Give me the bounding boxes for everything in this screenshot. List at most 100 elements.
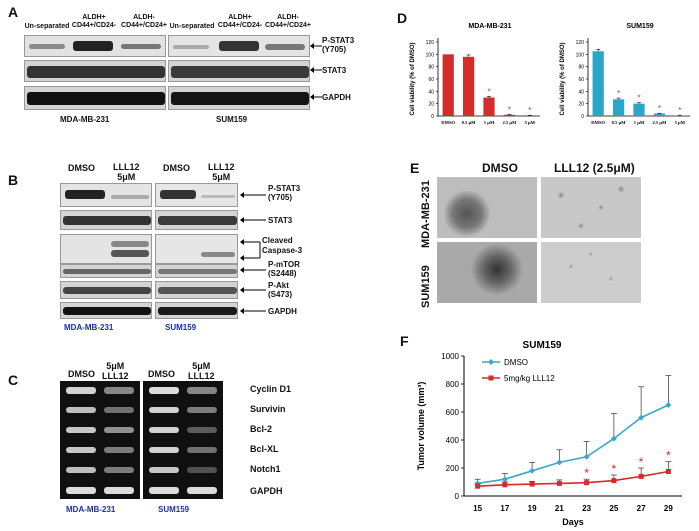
bar bbox=[442, 54, 454, 116]
y-tick-label: 80 bbox=[428, 65, 434, 71]
bar bbox=[483, 97, 495, 116]
data-point bbox=[501, 476, 508, 483]
gene-label: Cyclin D1 bbox=[250, 384, 292, 394]
legend-marker bbox=[488, 359, 494, 365]
cell-line-label: MDA-MB-231 bbox=[60, 115, 110, 124]
lane-label: DMSO bbox=[148, 369, 175, 379]
y-tick-label: 20 bbox=[578, 102, 584, 108]
y-tick-label: 40 bbox=[428, 89, 434, 95]
x-tick-label: 21 bbox=[555, 504, 564, 513]
lane-label: Un-separated bbox=[169, 23, 215, 30]
x-tick-label: 29 bbox=[664, 504, 673, 513]
x-tick-label: 2.5 μM bbox=[502, 120, 516, 125]
y-tick-label: 0 bbox=[431, 114, 434, 120]
lane-label: LLL12 5μM bbox=[113, 162, 140, 182]
western-blot-b-mtor-sum bbox=[155, 264, 238, 278]
gene-label: Bcl-2 bbox=[250, 424, 273, 434]
x-tick-label: 25 bbox=[609, 504, 618, 513]
western-blot-b-gapdh-mda bbox=[60, 302, 152, 319]
y-tick-label: 120 bbox=[576, 40, 585, 46]
data-point bbox=[556, 480, 562, 486]
y-tick-label: 100 bbox=[426, 52, 435, 58]
micrograph-sum-dmso bbox=[437, 242, 537, 303]
bar bbox=[612, 99, 625, 116]
legend-marker bbox=[488, 375, 494, 381]
x-tick-label: 1 μM bbox=[484, 120, 495, 125]
x-tick-label: 27 bbox=[637, 504, 646, 513]
bar bbox=[524, 115, 536, 116]
lane-label: ALDH- CD44+/CD24+ bbox=[265, 14, 311, 29]
rt-pcr-gel-mda bbox=[60, 381, 140, 499]
lane-label: Un-separated bbox=[24, 23, 70, 30]
data-point bbox=[665, 469, 671, 474]
protein-label: GAPDH bbox=[268, 307, 297, 316]
data-point bbox=[638, 414, 645, 421]
x-tick-label: 23 bbox=[582, 504, 591, 513]
y-axis-label: Cell viability (% of DMSO) bbox=[560, 42, 566, 115]
column-header: DMSO bbox=[482, 161, 518, 175]
protein-label: Cleaved Caspase-3 bbox=[262, 236, 303, 255]
western-blot-b-pstat3-mda bbox=[60, 183, 152, 207]
protein-label: P-Akt (S473) bbox=[268, 281, 293, 299]
x-tick-label: 5 μM bbox=[525, 120, 536, 125]
row-header: MDA-MB-231 bbox=[420, 180, 432, 248]
western-blot-stat3-mda bbox=[24, 60, 166, 82]
significance-star: * bbox=[617, 89, 620, 98]
western-blot-b-akt-mda bbox=[60, 281, 152, 299]
arrow-icon bbox=[310, 43, 322, 100]
line-chart-tumor: SUM159 0 200 400 600 800 1000 15 17 19 21 23 25 27 29 D… bbox=[416, 340, 682, 527]
lane-label: 5μM LLL12 bbox=[102, 361, 129, 381]
cell-line-label: SUM159 bbox=[216, 115, 248, 124]
y-tick-label: 1000 bbox=[441, 352, 459, 361]
bar bbox=[462, 56, 475, 116]
y-tick-label: 400 bbox=[446, 436, 460, 445]
chart-title: SUM159 bbox=[523, 340, 562, 351]
data-point bbox=[529, 467, 536, 474]
data-point bbox=[475, 483, 481, 489]
y-tick-label: 80 bbox=[578, 65, 584, 71]
micrograph-mda-lll12 bbox=[541, 177, 641, 238]
panel-d-label: D bbox=[397, 10, 408, 26]
bar-chart-sum: SUM159 0 20 40 60 80 100 120 Cell viability (% o… bbox=[560, 23, 690, 125]
y-tick-label: 20 bbox=[428, 102, 434, 108]
y-tick-label: 0 bbox=[455, 492, 460, 501]
x-tick-label: 2.5 μM bbox=[652, 120, 666, 125]
x-tick-label: 15 bbox=[473, 504, 482, 513]
western-blot-stat3-sum bbox=[168, 60, 310, 82]
significance-star: * bbox=[612, 462, 617, 476]
y-tick-label: 0 bbox=[581, 114, 584, 120]
significance-star: * bbox=[637, 94, 640, 103]
x-tick-label: 0.5 μM bbox=[462, 120, 476, 125]
y-tick-label: 40 bbox=[578, 89, 584, 95]
western-blot-b-caspase-mda bbox=[60, 234, 152, 264]
protein-label: GAPDH bbox=[322, 93, 351, 102]
western-blot-b-akt-sum bbox=[155, 281, 238, 299]
micrograph-sum-lll12 bbox=[541, 242, 641, 303]
x-tick-label: 19 bbox=[528, 504, 537, 513]
protein-label: P-STAT3 (Y705) bbox=[322, 36, 355, 54]
lane-label: ALDH+ CD44+/CD24- bbox=[71, 14, 117, 29]
panel-f-label: F bbox=[400, 333, 409, 349]
bar bbox=[592, 51, 604, 116]
y-tick-label: 100 bbox=[576, 52, 585, 58]
data-point bbox=[638, 473, 644, 479]
western-blot-b-caspase-sum bbox=[155, 234, 238, 264]
series-line bbox=[477, 470, 669, 487]
chart-title: MDA-MB-231 bbox=[468, 23, 511, 30]
chart-title: SUM159 bbox=[626, 23, 653, 30]
data-point bbox=[529, 481, 535, 487]
lane-label: ALDH- CD44+/CD24+ bbox=[121, 14, 167, 29]
cell-line-label: MDA-MB-231 bbox=[66, 505, 116, 514]
lane-label: 5μM LLL12 bbox=[188, 361, 215, 381]
y-tick-label: 60 bbox=[578, 77, 584, 83]
data-point bbox=[502, 482, 508, 488]
lane-label: DMSO bbox=[68, 369, 95, 379]
western-blot-gapdh-sum bbox=[168, 86, 310, 110]
western-blot-b-stat3-mda bbox=[60, 210, 152, 230]
legend-label: DMSO bbox=[504, 358, 528, 367]
western-blot-b-gapdh-sum bbox=[155, 302, 238, 319]
x-tick-label: 0.5 μM bbox=[612, 120, 626, 125]
significance-star: * bbox=[666, 449, 671, 463]
data-point bbox=[665, 402, 672, 408]
legend-label: 5mg/kg LLL12 bbox=[504, 374, 555, 383]
